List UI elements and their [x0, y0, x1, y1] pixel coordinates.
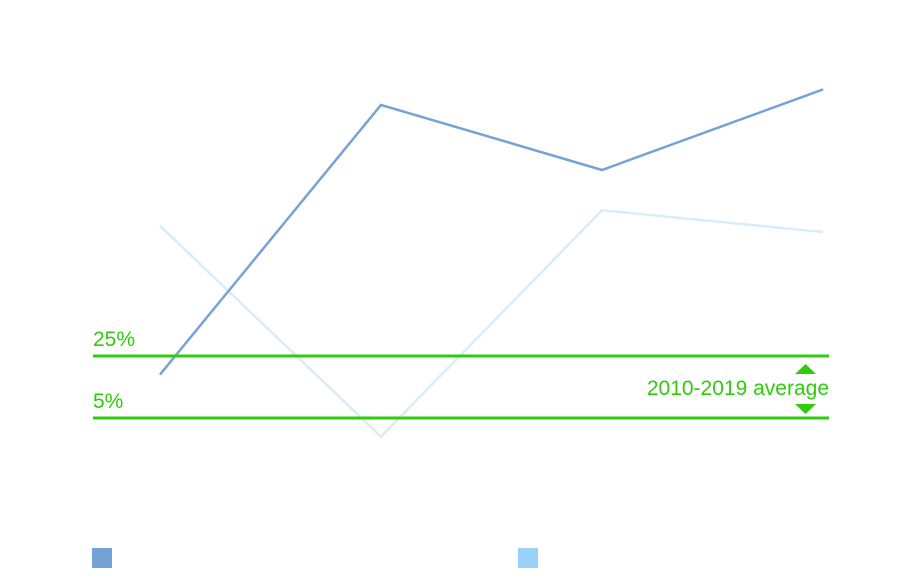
- arrow-down-icon: [795, 404, 816, 414]
- series-line-2: [159, 208, 824, 439]
- average-band-label: 2010-2019 average: [647, 377, 829, 400]
- series-line-1: [159, 88, 824, 376]
- legend-swatch-series-1: [92, 548, 112, 568]
- legend-swatch-series-2: [518, 548, 538, 568]
- arrow-up-icon: [795, 364, 816, 374]
- ref-label-25: 25%: [93, 328, 135, 351]
- ref-label-5: 5%: [93, 390, 123, 413]
